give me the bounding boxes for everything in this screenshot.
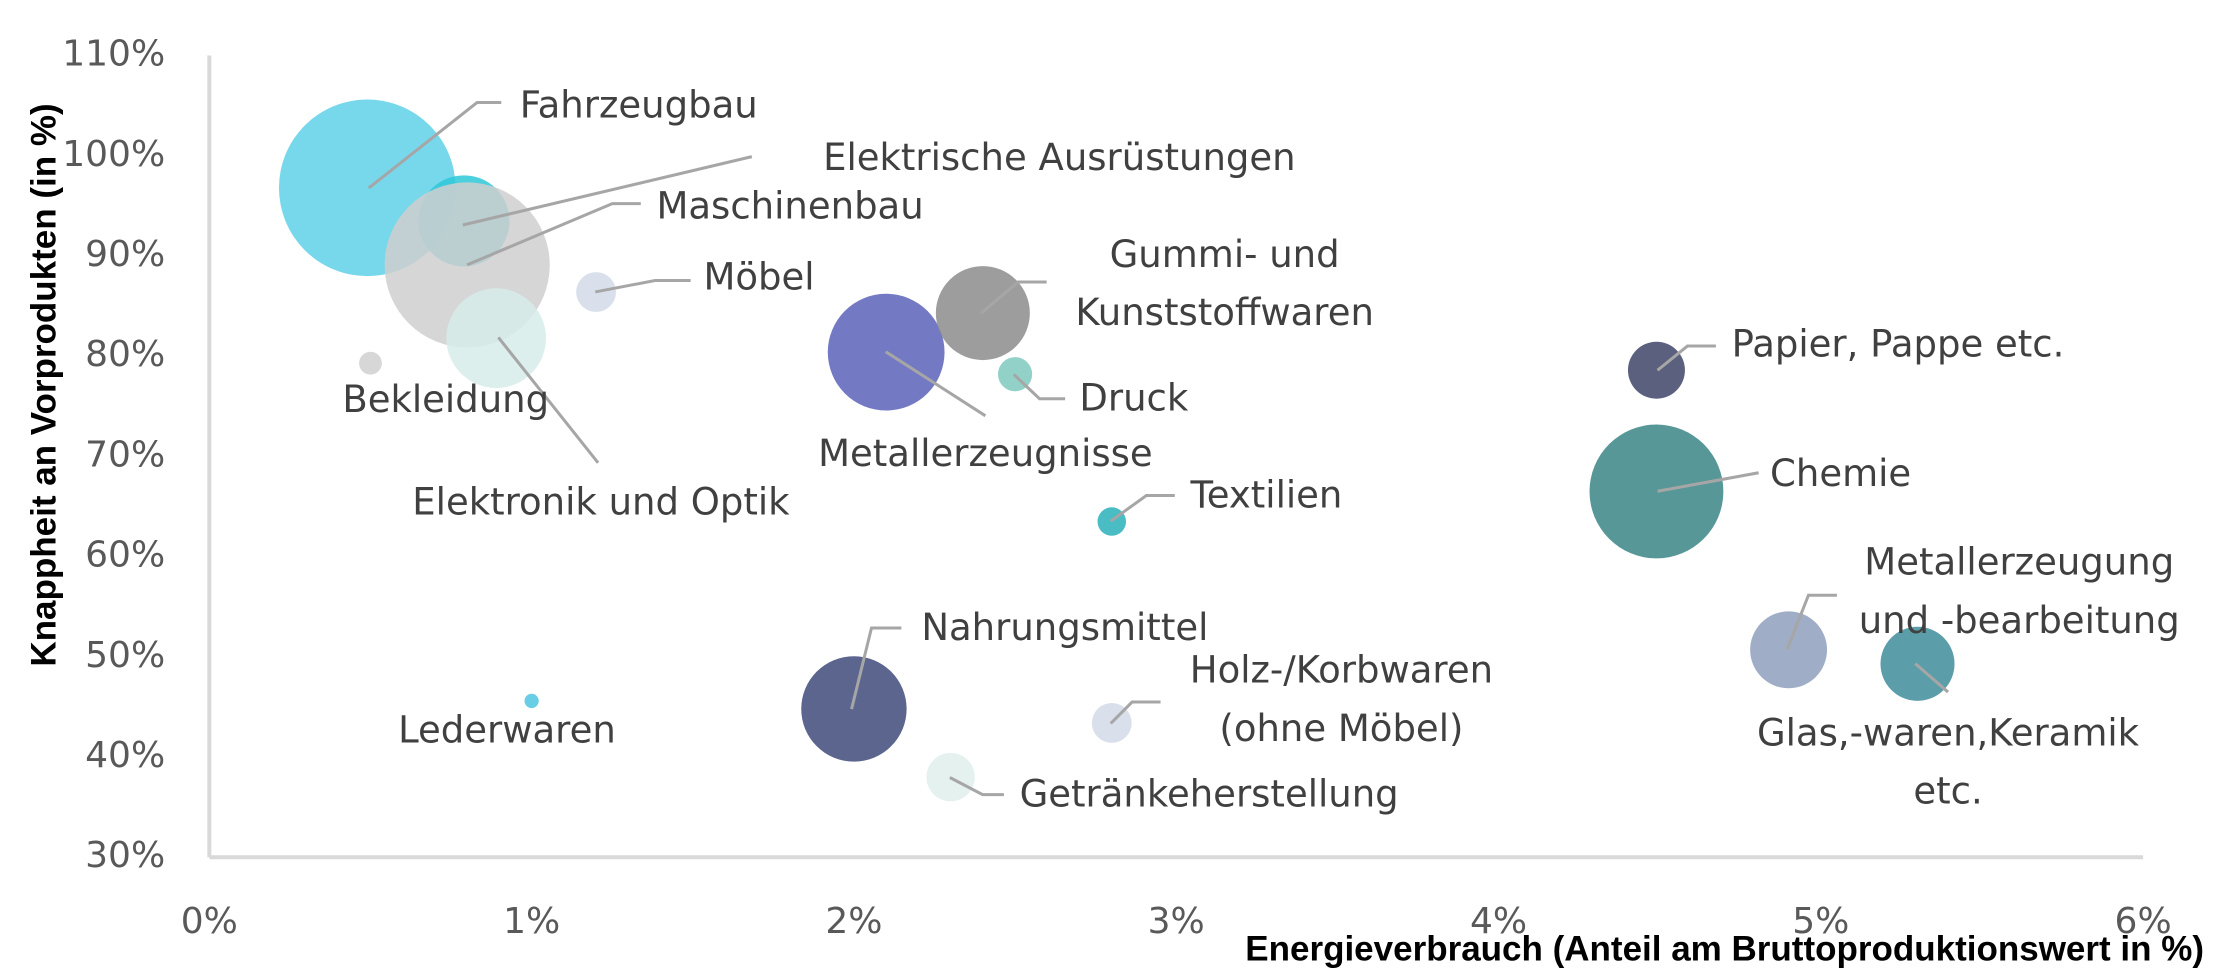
- leader-line: [884, 350, 987, 418]
- leader-line: [1109, 700, 1161, 725]
- leader-line: [1657, 471, 1759, 493]
- bubble-label: Druck: [1079, 377, 1188, 420]
- x-tick-label: 2%: [825, 901, 882, 942]
- leader-line: [594, 279, 691, 294]
- bubble: [1750, 611, 1828, 689]
- x-axis-title: Energieverbrauch (Anteil am Bruttoproduk…: [1245, 929, 2204, 968]
- x-tick-label: 6%: [2115, 901, 2172, 942]
- leader-line: [466, 202, 641, 267]
- bubble-label: Metallerzeugung: [1864, 540, 2174, 583]
- leader-line: [1914, 662, 1950, 694]
- bubble-label: Elektrische Ausrüstungen: [823, 136, 1296, 179]
- y-tick-label: 110%: [62, 34, 165, 75]
- leader-line: [462, 155, 753, 227]
- x-tick-label: 4%: [1470, 901, 1527, 942]
- bubble-label: etc.: [1913, 770, 1982, 813]
- bubble-label: Elektronik und Optik: [412, 481, 790, 524]
- bubble-label: Lederwaren: [398, 708, 616, 751]
- leader-line: [1656, 344, 1716, 372]
- bubble: [1627, 341, 1685, 399]
- bubble-label: Getränkeherstellung: [1020, 773, 1399, 816]
- leader-line: [1785, 593, 1837, 650]
- leader-line: [497, 336, 600, 464]
- y-tick-label: 80%: [85, 334, 165, 375]
- y-tick-label: 100%: [62, 134, 165, 175]
- bubble-label: Holz-/Korbwaren: [1190, 649, 1493, 692]
- leader-line: [980, 280, 1047, 315]
- leader-line: [850, 626, 902, 710]
- leader-line: [1109, 494, 1175, 523]
- bubble-label: Kunststoffwaren: [1075, 291, 1374, 334]
- y-tick-label: 30%: [85, 835, 165, 876]
- bubble-label: Metallerzeugnisse: [818, 432, 1153, 475]
- bubble-label: Papier, Pappe etc.: [1732, 323, 2065, 366]
- bubble: [801, 656, 907, 762]
- bubble: [1589, 424, 1724, 559]
- bubble-label: Textilien: [1189, 473, 1342, 516]
- y-tick-label: 60%: [85, 535, 165, 576]
- bubble-label: Möbel: [703, 256, 814, 299]
- bubble-label: Bekleidung: [342, 378, 549, 421]
- leader-line: [1012, 373, 1066, 401]
- bubble-label: Gummi- und: [1110, 233, 1340, 276]
- bubble-label: (ohne Möbel): [1219, 707, 1463, 750]
- x-tick-label: 5%: [1792, 901, 1849, 942]
- leader-line: [949, 776, 1004, 797]
- bubble: [446, 288, 547, 388]
- y-axis-title: Knappheit an Vorprodukten (in %): [24, 103, 63, 666]
- x-tick-label: 0%: [181, 901, 238, 942]
- y-tick-label: 50%: [85, 635, 165, 676]
- y-tick-label: 90%: [85, 234, 165, 275]
- bubble-label: und -bearbeitung: [1859, 599, 2180, 642]
- bubble-label: Chemie: [1770, 452, 1911, 495]
- bubble-label: Fahrzeugbau: [520, 83, 758, 126]
- bubble-label: Nahrungsmittel: [921, 606, 1208, 649]
- bubble: [524, 693, 539, 709]
- x-tick-label: 3%: [1148, 901, 1205, 942]
- y-tick-label: 40%: [85, 735, 165, 776]
- bubble-label: Maschinenbau: [656, 184, 923, 227]
- y-tick-label: 70%: [85, 434, 165, 475]
- bubble: [359, 351, 382, 375]
- x-tick-label: 1%: [503, 901, 560, 942]
- leader-line: [367, 101, 502, 190]
- bubble-label: Glas,-waren,Keramik: [1757, 711, 2140, 754]
